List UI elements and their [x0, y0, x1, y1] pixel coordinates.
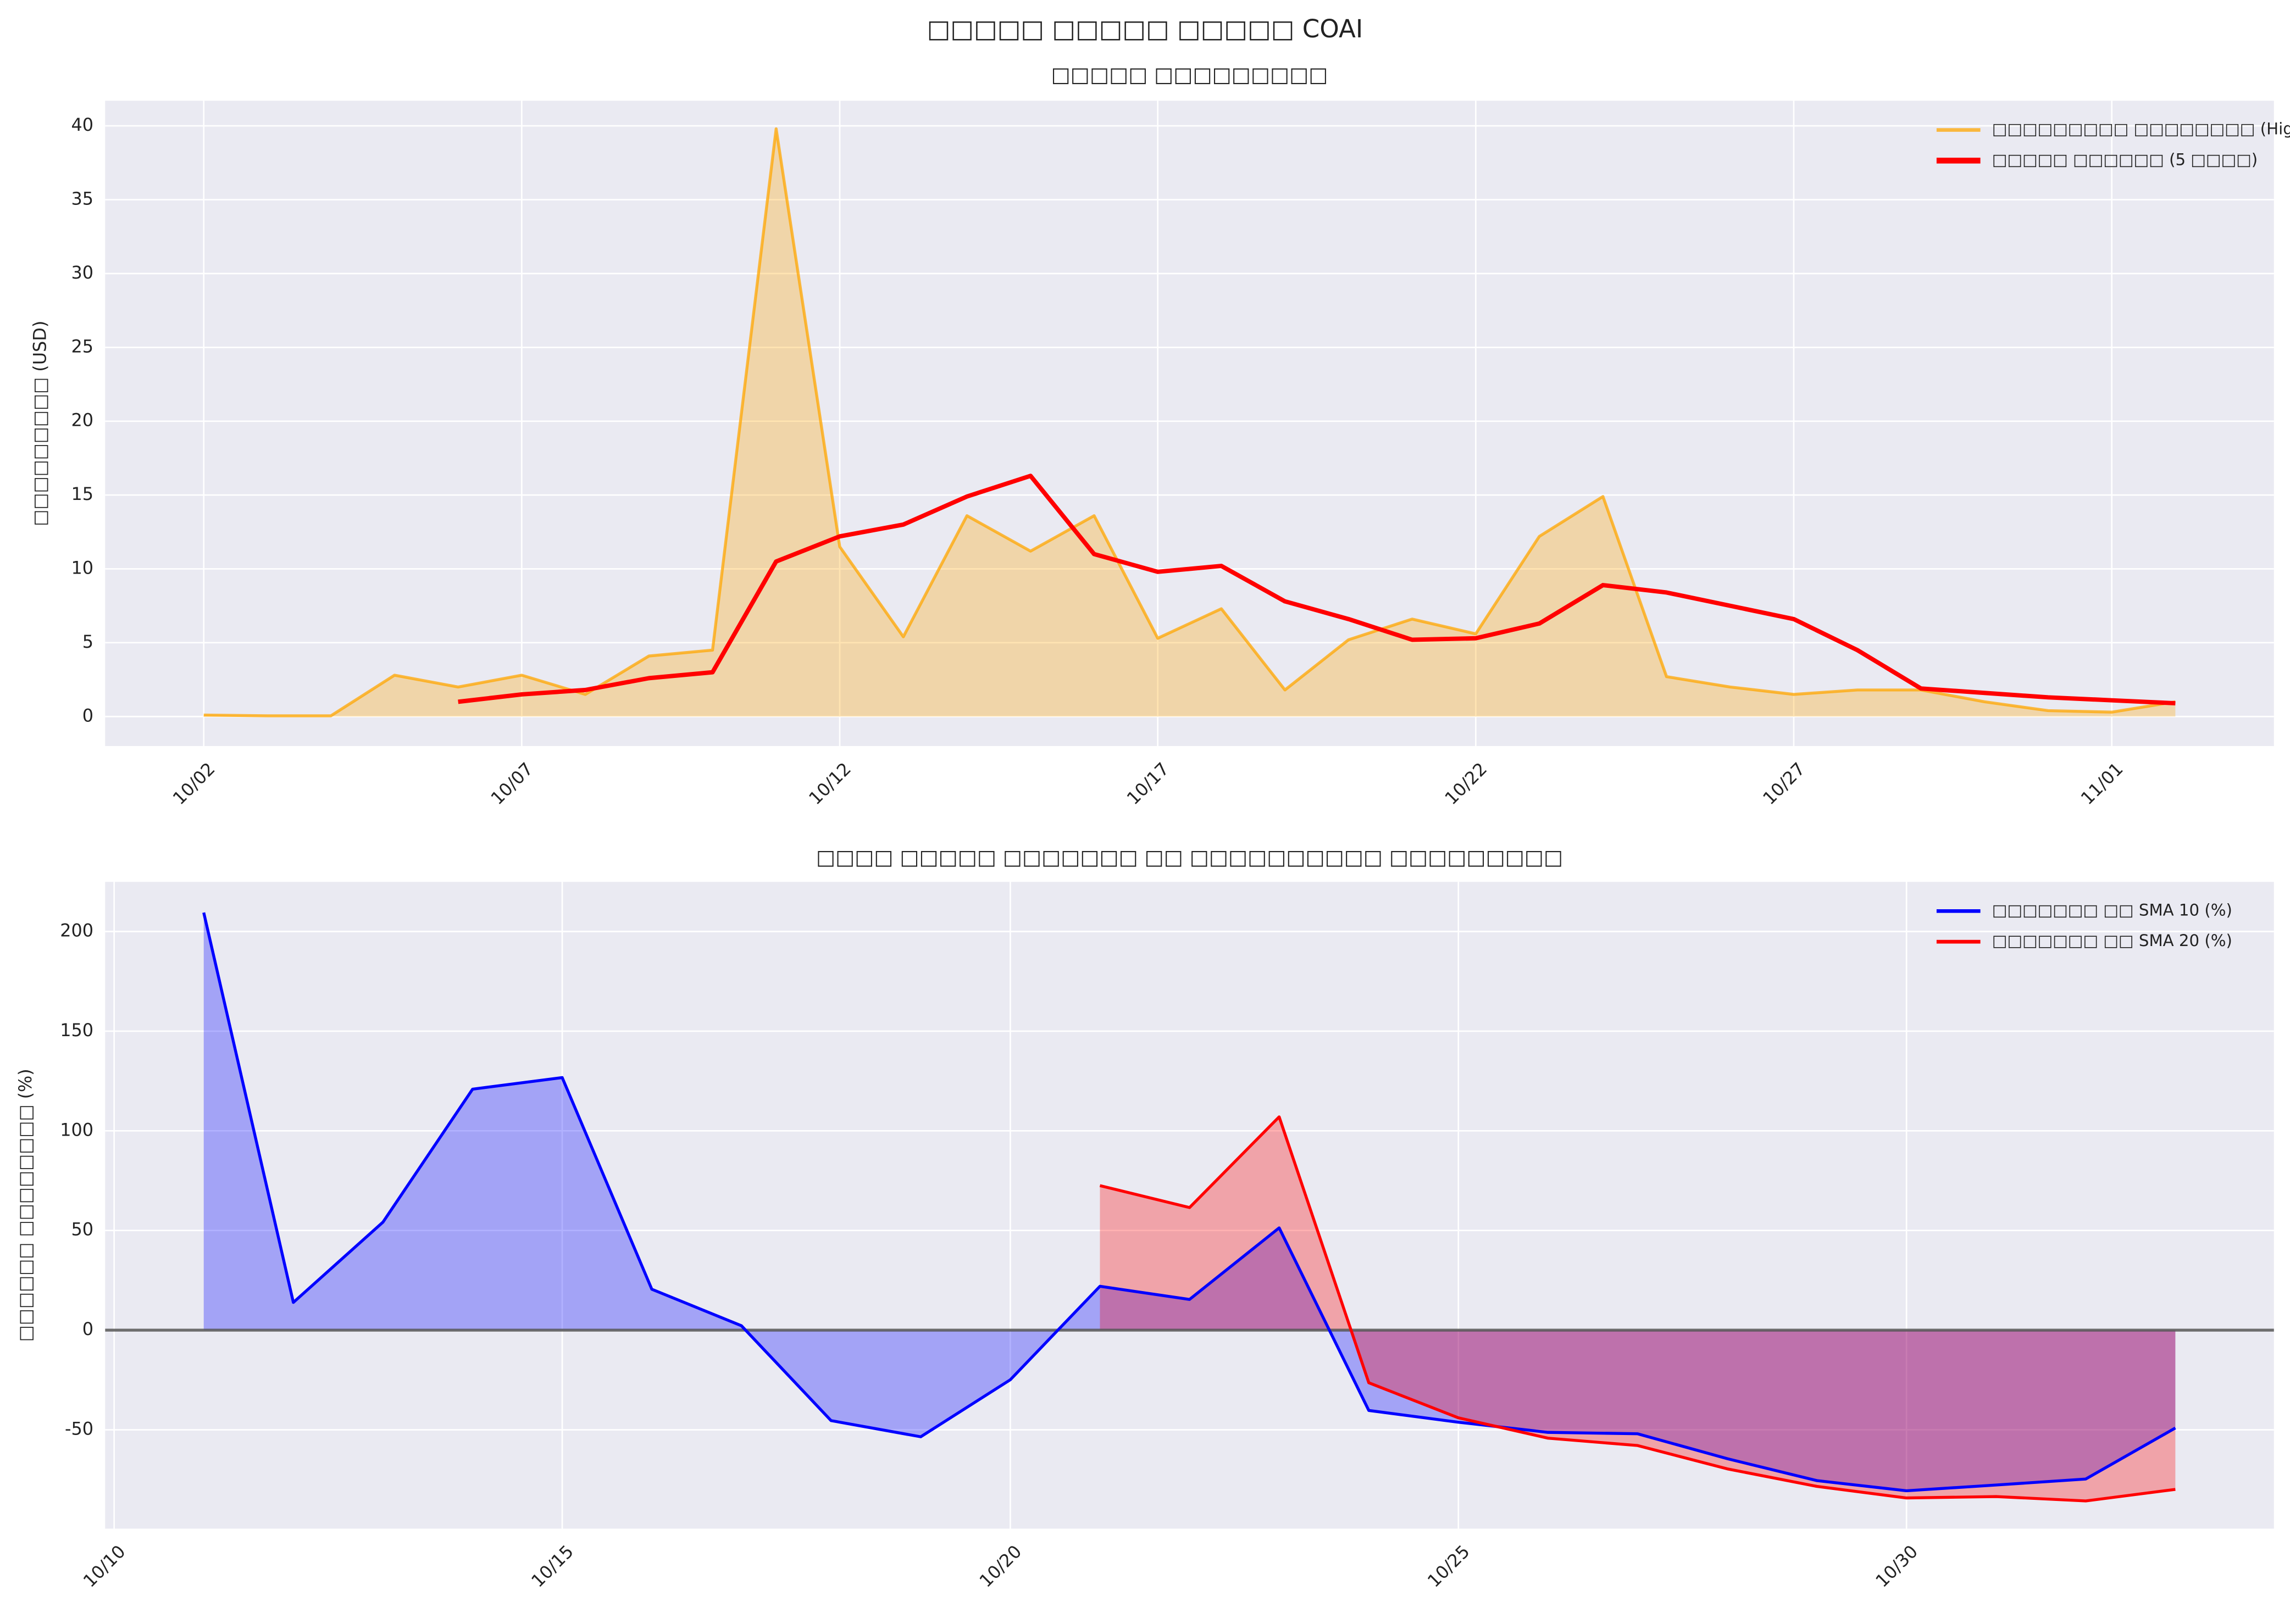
legend-label: □□□□□ □□□□□□ (5 □□□□) — [1992, 150, 2258, 169]
subplot: □□□□□ □□□□□□□□□ □□□□□□□□□ (USD) 0 5 10 15 20 25… — [29, 63, 2290, 809]
subplot-title: □□□□ □□□□□ □□□□□□□ □□ □□□□□□□□□□ □□□□□□□… — [816, 845, 1563, 869]
legend-label: □□□□□□□□□ □□□□□□□□ (High-Low) — [1992, 120, 2290, 138]
y-tick-label: 40 — [71, 114, 94, 135]
y-tick-label: 200 — [60, 920, 93, 941]
y-axis-label: □□□□□□ □□□□□□□□ (%) — [15, 1069, 36, 1342]
series-line — [202, 912, 2176, 1493]
area-fill — [1100, 1116, 2176, 1501]
area-fill — [203, 913, 2176, 1491]
y-tick-label: 15 — [71, 483, 94, 504]
y-tick-label: 30 — [71, 262, 94, 283]
y-tick-label: 100 — [60, 1119, 93, 1140]
x-tick-label: 10/10 — [79, 1541, 130, 1592]
x-tick-label: 10/17 — [1123, 758, 1173, 809]
y-tick-label: 25 — [71, 336, 94, 357]
x-tick-label: 11/01 — [2077, 758, 2127, 809]
series-line — [1099, 1115, 2176, 1503]
legend-label: □□□□□□□ □□ SMA 10 (%) — [1992, 900, 2232, 919]
y-tick-label: 5 — [82, 631, 93, 652]
subplot: □□□□ □□□□□ □□□□□□□ □□ □□□□□□□□□□ □□□□□□□… — [15, 845, 2274, 1592]
subplot-title: □□□□□ □□□□□□□□□ — [1051, 63, 1328, 87]
plot-background — [105, 882, 2274, 1529]
y-tick-label: 0 — [82, 1319, 93, 1339]
y-tick-label: -50 — [65, 1418, 93, 1439]
x-tick-label: 10/07 — [487, 758, 537, 809]
y-tick-label: 150 — [60, 1020, 93, 1041]
x-tick-label: 10/25 — [1423, 1541, 1474, 1592]
legend-label: □□□□□□□ □□ SMA 20 (%) — [1992, 931, 2232, 950]
x-tick-label: 10/22 — [1440, 758, 1491, 809]
x-tick-label: 10/15 — [527, 1541, 578, 1592]
x-tick-label: 10/30 — [1871, 1541, 1922, 1592]
y-tick-label: 10 — [71, 557, 94, 578]
x-tick-label: 10/27 — [1759, 758, 1809, 809]
y-tick-label: 20 — [71, 410, 94, 431]
y-tick-label: 35 — [71, 188, 94, 209]
y-axis-label: □□□□□□□□□ (USD) — [29, 321, 50, 526]
x-tick-label: 10/02 — [169, 758, 219, 809]
series-line — [458, 474, 2176, 706]
y-tick-label: 0 — [82, 705, 93, 726]
figure-title: □□□□□ □□□□□ □□□□□ COAI — [927, 14, 1363, 43]
y-tick-label: 50 — [71, 1219, 94, 1240]
x-tick-label: 10/20 — [975, 1541, 1026, 1592]
series-line — [203, 127, 2176, 718]
plot-background — [105, 101, 2274, 747]
x-tick-label: 10/12 — [805, 758, 855, 809]
